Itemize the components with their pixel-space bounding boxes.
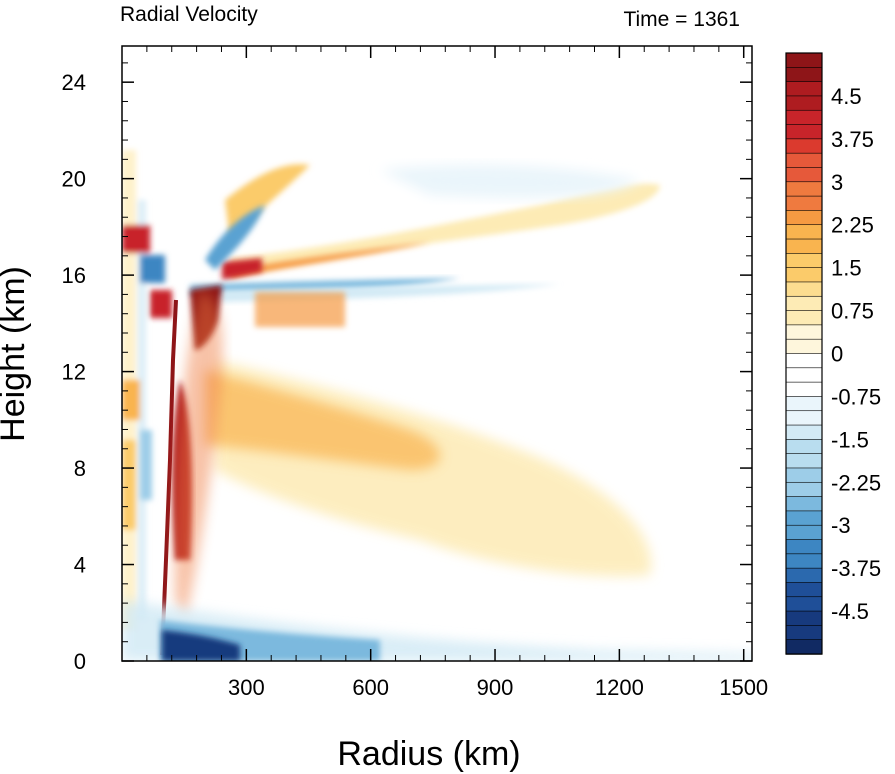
x-tick-label: 600 [352, 675, 389, 700]
colorbar-bin [785, 109, 823, 126]
eyewall-thin-line [160, 299, 178, 656]
colorbar-bin [785, 639, 823, 655]
colorbar-tick-label: 3 [831, 170, 843, 195]
colorbar-bin [785, 95, 823, 111]
y-tick-label: 24 [62, 70, 86, 95]
colorbar-tick-label: 3.75 [831, 127, 874, 152]
colorbar-bin [785, 582, 823, 598]
inner-core-striations [122, 150, 172, 630]
colorbar-frame [785, 52, 823, 655]
y-tick-label: 16 [62, 263, 86, 288]
colorbar-tick-label: 0 [831, 342, 843, 367]
x-tick-label: 300 [228, 675, 265, 700]
colorbar-bin [785, 81, 823, 97]
colorbar-bin [785, 310, 823, 326]
colorbar-tick-label: -3.75 [831, 556, 881, 581]
colorbar-bin [785, 410, 823, 426]
y-tick-label: 8 [74, 456, 86, 481]
colorbar-bin [785, 625, 823, 641]
colorbar-bin [785, 253, 823, 269]
colorbar-bin [785, 124, 823, 140]
x-axis-label: Radius (km) [337, 735, 520, 773]
colorbar-tick-label: -1.5 [831, 427, 869, 452]
y-tick-label: 0 [74, 649, 86, 674]
y-tick-label: 4 [74, 553, 86, 578]
x-tick-label: 1200 [595, 675, 644, 700]
eyewall-halo [174, 290, 223, 620]
colorbar-bin [785, 338, 823, 355]
colorbar-bin [785, 453, 823, 469]
y-axis-label: Height (km) [0, 266, 32, 442]
colorbar-bin [785, 238, 823, 255]
x-tick-label: 1500 [719, 675, 768, 700]
upper-blue-streak [205, 205, 265, 270]
colorbar-bin [785, 353, 823, 369]
colorbar-bin [785, 596, 823, 612]
colorbar-tick-label: -4.5 [831, 599, 869, 624]
colorbar-tick-label: -2.25 [831, 470, 881, 495]
mid-orange-band [255, 292, 345, 327]
colorbar-bin [785, 181, 823, 197]
colorbar-tick-label: 1.5 [831, 256, 862, 281]
upper-outflow-red [222, 258, 262, 280]
colorbar-tick-label: -0.75 [831, 384, 881, 409]
colorbar-bin [785, 496, 823, 512]
colorbar-tick-label: 2.25 [831, 213, 874, 238]
colorbar-bin [785, 224, 823, 240]
colorbar-bin [785, 67, 823, 83]
colorbar-bin [785, 167, 823, 183]
colorbar-bin [785, 524, 823, 541]
colorbar-bin [785, 195, 823, 212]
colorbar-bin [785, 553, 823, 569]
colorbar-bin [785, 539, 823, 555]
x-tick-label: 900 [477, 675, 514, 700]
colorbar-bin [785, 396, 823, 412]
colorbar-bin [785, 267, 823, 283]
colorbar-bin [785, 439, 823, 455]
colorbar-bin [785, 567, 823, 584]
upper-outflow-core [230, 242, 430, 278]
colorbar-tick-label: -3 [831, 513, 851, 538]
colorbar-bin [785, 367, 823, 383]
y-tick-label: 20 [62, 167, 86, 192]
colorbar-tick-label: 4.5 [831, 84, 862, 109]
x-axis: 300 600 900 1200 1500 [146, 46, 768, 700]
colorbar-bin [785, 281, 823, 297]
colorbar-bin [785, 295, 823, 312]
colorbar-bin [785, 324, 823, 340]
colorbar-bin [785, 467, 823, 483]
colorbar-bin [785, 481, 823, 498]
colorbar-bin [785, 381, 823, 398]
colorbar-bin [785, 610, 823, 627]
colorbar-bin [785, 52, 823, 69]
colorbar-bin [785, 510, 823, 526]
chart-title-left: Radial Velocity [120, 3, 258, 26]
upper-outflow-pale [230, 183, 660, 275]
boundary-layer-inflow-core [162, 630, 240, 661]
chart-title-right: Time = 1361 [623, 8, 740, 31]
mid-level-outflow-core [205, 370, 440, 470]
velocity-field [122, 150, 752, 661]
colorbar-bin [785, 152, 823, 169]
colorbar-bin [785, 138, 823, 154]
y-tick-label: 12 [62, 360, 86, 385]
colorbar-bin [785, 210, 823, 226]
colorbar-tick-label: 0.75 [831, 299, 874, 324]
upper-blue-wisps [380, 164, 640, 198]
colorbar-bin [785, 424, 823, 441]
plot-frame [121, 45, 753, 662]
colorbar: 4.5 3.75 3 2.25 1.5 0.75 0 -0.75 -1.5 -2.25 -3 -3.7… [785, 52, 881, 655]
y-axis: 0 4 8 12 16 20 24 [62, 62, 752, 674]
